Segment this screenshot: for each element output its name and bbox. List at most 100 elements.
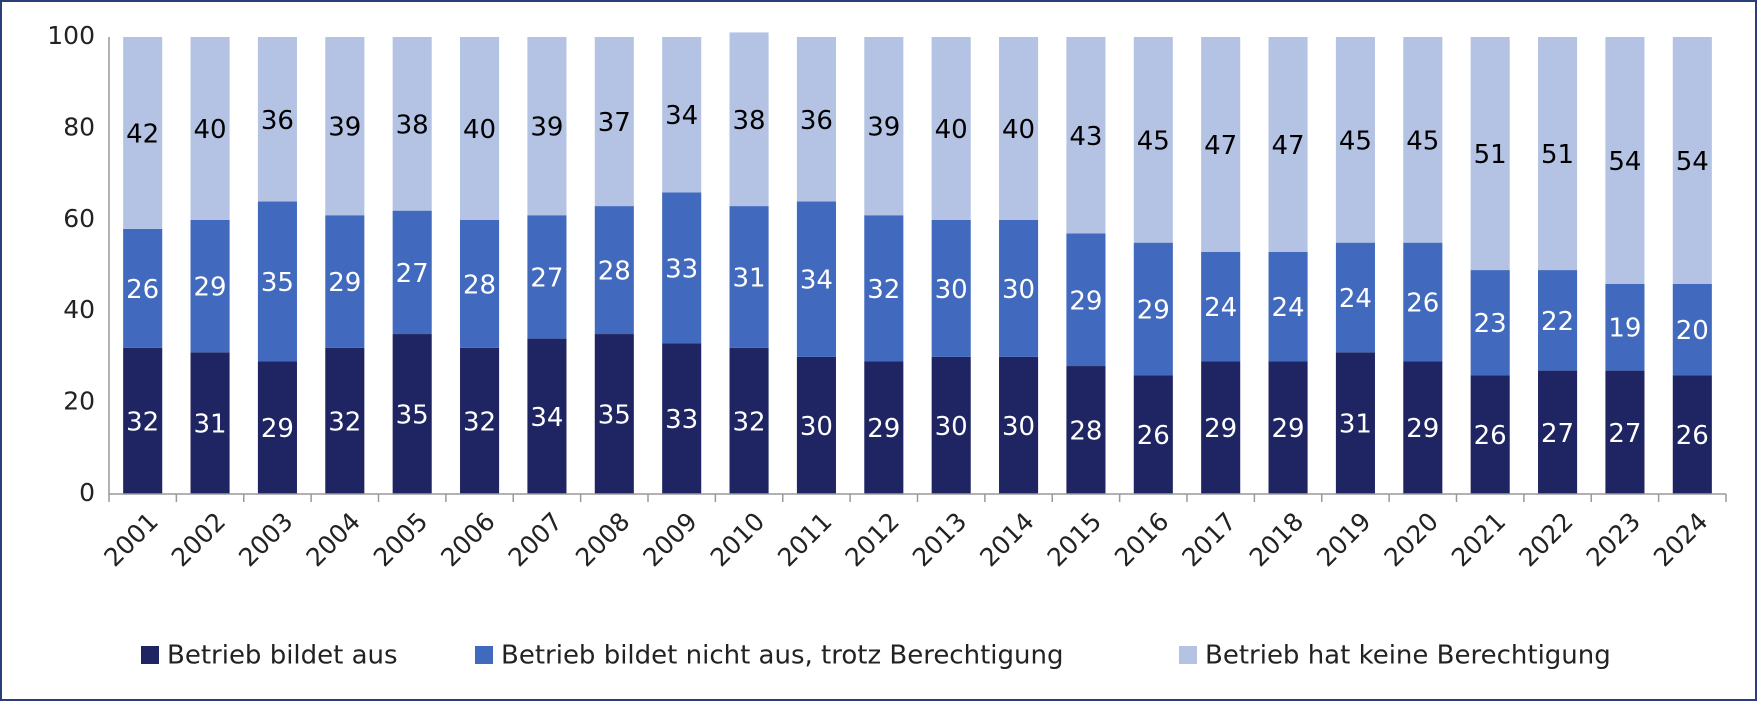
legend-label: Betrieb bildet aus — [167, 641, 398, 671]
legend-swatch — [475, 646, 493, 664]
bar-segment — [1605, 37, 1645, 284]
bar-segment — [392, 334, 432, 494]
value-label: 51 — [1541, 140, 1574, 170]
value-label: 28 — [598, 257, 631, 287]
value-label: 32 — [867, 275, 900, 305]
bar-segment — [527, 215, 567, 339]
value-label: 24 — [1272, 293, 1305, 323]
value-label: 40 — [463, 115, 496, 145]
value-label: 31 — [1339, 410, 1372, 440]
bar-segment — [796, 201, 836, 357]
value-label: 26 — [1137, 421, 1170, 451]
value-label: 47 — [1272, 131, 1305, 161]
bar-segment — [1672, 375, 1712, 494]
bar-segment — [190, 219, 230, 353]
bar-segment — [729, 347, 769, 494]
bar-segment — [1538, 270, 1578, 371]
value-label: 51 — [1474, 140, 1507, 170]
value-label: 27 — [396, 259, 429, 289]
value-label: 22 — [1541, 307, 1574, 337]
bar-segment — [257, 361, 297, 494]
value-label: 29 — [1406, 414, 1439, 444]
value-label: 38 — [396, 110, 429, 140]
bar-segment — [1605, 283, 1645, 371]
bar-segment — [796, 37, 836, 202]
value-label: 28 — [1069, 417, 1102, 447]
bar-segment — [864, 215, 904, 362]
bar-segment — [999, 219, 1039, 357]
bar-segment — [1335, 352, 1375, 494]
bar-segment — [1201, 251, 1241, 362]
value-label: 29 — [1272, 414, 1305, 444]
value-label: 31 — [194, 410, 227, 440]
bar-segment — [1335, 242, 1375, 353]
y-tick-label: 80 — [63, 112, 95, 141]
bar-segment — [1066, 37, 1106, 234]
value-label: 39 — [328, 113, 361, 143]
value-label: 38 — [733, 106, 766, 136]
bar-segment — [1201, 37, 1241, 252]
legend-label: Betrieb bildet nicht aus, trotz Berechti… — [501, 641, 1063, 671]
value-label: 32 — [733, 407, 766, 437]
value-label: 26 — [1676, 421, 1709, 451]
value-label: 29 — [1137, 295, 1170, 325]
value-label: 35 — [598, 401, 631, 431]
value-label: 30 — [800, 412, 833, 442]
bar-segment — [460, 37, 500, 220]
value-label: 27 — [530, 263, 563, 293]
value-label: 39 — [867, 113, 900, 143]
value-label: 43 — [1069, 122, 1102, 152]
bar-segment — [1268, 361, 1308, 494]
bar-segment — [1605, 370, 1645, 494]
bar-segment — [931, 219, 971, 357]
value-label: 45 — [1137, 126, 1170, 156]
bar-segment — [796, 356, 836, 494]
bar-segment — [1672, 37, 1712, 284]
value-label: 29 — [1204, 414, 1237, 444]
value-label: 45 — [1339, 126, 1372, 156]
value-label: 26 — [126, 275, 159, 305]
legend-swatch — [141, 646, 159, 664]
bar-segment — [527, 37, 567, 216]
value-label: 27 — [1608, 419, 1641, 449]
bar-segment — [257, 37, 297, 202]
bar-segment — [864, 37, 904, 216]
bar-segment — [1403, 37, 1443, 243]
bar-segment — [1470, 375, 1510, 494]
y-tick-label: 60 — [63, 204, 95, 233]
value-label: 23 — [1474, 309, 1507, 339]
bar-segment — [392, 37, 432, 211]
bar-segment — [594, 334, 634, 494]
bar-segment — [1066, 366, 1106, 494]
bar-segment — [1268, 37, 1308, 252]
bar-segment — [123, 347, 163, 494]
bar-segment — [123, 228, 163, 348]
bar-segment — [931, 37, 971, 220]
bar-segment — [1403, 242, 1443, 362]
value-label: 20 — [1676, 316, 1709, 346]
bar-segment — [1403, 361, 1443, 494]
bar-segment — [931, 356, 971, 494]
value-label: 45 — [1406, 126, 1439, 156]
value-label: 39 — [530, 113, 563, 143]
value-label: 33 — [665, 405, 698, 435]
y-tick-label: 100 — [47, 21, 95, 50]
bar-segment — [392, 210, 432, 335]
value-label: 40 — [935, 115, 968, 145]
value-label: 24 — [1204, 293, 1237, 323]
value-label: 54 — [1676, 147, 1709, 177]
bar-segment — [594, 206, 634, 335]
bar-segment — [594, 37, 634, 207]
value-label: 24 — [1339, 284, 1372, 314]
value-label: 36 — [261, 106, 294, 136]
value-label: 30 — [1002, 412, 1035, 442]
value-label: 26 — [1406, 289, 1439, 319]
bar-segment — [1133, 375, 1173, 494]
value-label: 29 — [261, 414, 294, 444]
bar-segment — [460, 219, 500, 348]
bar-segment — [662, 192, 702, 344]
value-label: 33 — [665, 254, 698, 284]
bar-segment — [527, 338, 567, 494]
value-label: 34 — [530, 403, 563, 433]
